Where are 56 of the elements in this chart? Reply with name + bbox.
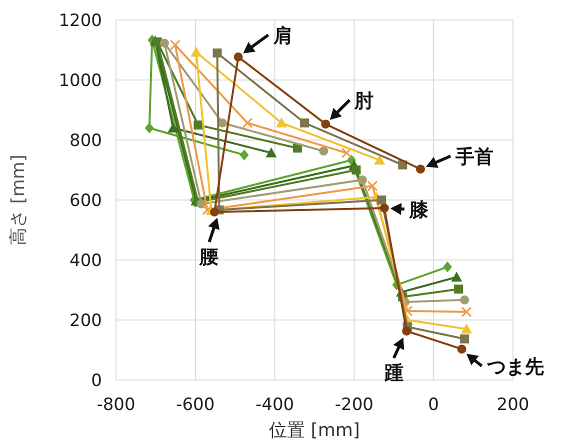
point <box>240 150 249 160</box>
point <box>276 117 288 128</box>
point <box>168 122 179 132</box>
point <box>210 208 219 216</box>
x-axis-title: 位置 [mm] <box>269 420 360 441</box>
x-tick-label: 200 <box>496 395 530 415</box>
point <box>367 180 378 192</box>
point <box>461 324 472 334</box>
point <box>377 196 386 204</box>
point <box>300 118 310 128</box>
annotation: 腰 <box>198 246 219 268</box>
annotation: 膝 <box>408 199 430 222</box>
annotation: 肩 <box>272 24 292 47</box>
point <box>461 306 472 318</box>
x-tick-label: -800 <box>96 395 136 415</box>
x-tick-label: -600 <box>176 395 215 415</box>
y-axis-title: 高さ [mm] <box>8 154 29 246</box>
annotation: 手首 <box>454 146 494 168</box>
point <box>380 204 389 213</box>
y-tick-label: 600 <box>70 191 102 211</box>
point <box>374 154 386 165</box>
annotation: つま先 <box>486 356 544 378</box>
point <box>319 146 328 156</box>
point <box>460 295 470 304</box>
point <box>358 175 368 184</box>
point <box>212 48 222 58</box>
point <box>170 40 180 50</box>
point <box>160 38 169 48</box>
point <box>202 204 213 216</box>
annotation: 踵 <box>383 362 404 384</box>
y-tick-label: 1000 <box>58 71 102 91</box>
y-tick-label: 200 <box>70 311 102 331</box>
point <box>442 261 452 272</box>
point <box>234 52 243 62</box>
point <box>451 272 462 282</box>
y-tick-label: 1200 <box>58 11 102 31</box>
point <box>341 148 352 158</box>
point <box>144 122 154 134</box>
y-tick-label: 400 <box>70 251 102 271</box>
point <box>416 164 425 174</box>
point <box>352 166 361 174</box>
point <box>194 120 203 130</box>
point <box>242 118 253 128</box>
point <box>457 344 466 354</box>
y-tick-label: 800 <box>70 131 102 151</box>
y-tick-label: 0 <box>91 371 102 391</box>
point <box>454 284 464 294</box>
point <box>190 46 202 57</box>
x-tick-label: 0 <box>428 395 440 415</box>
x-tick-label: -400 <box>256 395 294 415</box>
point <box>402 326 412 336</box>
point <box>266 147 277 158</box>
point <box>321 120 330 129</box>
annotation: 肘 <box>354 90 374 112</box>
x-tick-label: -200 <box>334 395 374 415</box>
point <box>460 334 470 344</box>
